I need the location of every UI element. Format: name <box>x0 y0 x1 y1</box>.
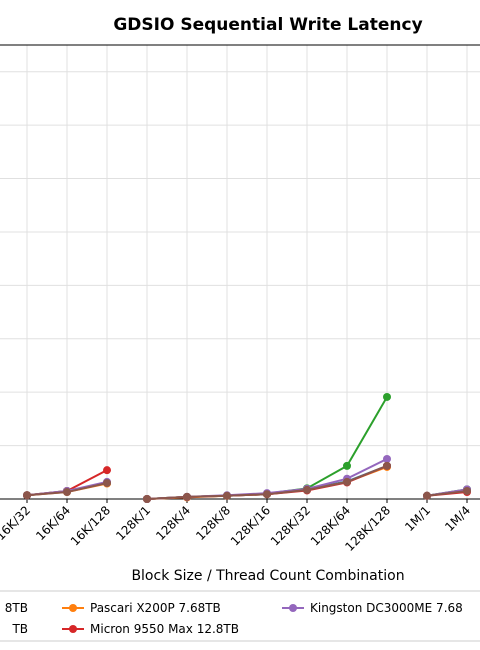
legend-label: Micron 9550 Max 12.8TB <box>90 622 239 636</box>
legend-marker <box>69 625 77 633</box>
chart-title: GDSIO Sequential Write Latency <box>113 15 422 35</box>
x-tick-label: 128K/8 <box>193 503 233 543</box>
x-tick-label: 128K/32 <box>268 503 313 548</box>
data-point <box>383 392 391 401</box>
data-point <box>383 461 391 470</box>
legend-label: 8TB <box>5 601 28 615</box>
x-tick-label: 16K/64 <box>33 503 73 543</box>
series-line <box>426 489 468 497</box>
data-point <box>303 485 311 494</box>
x-axis-label: Block Size / Thread Count Combination <box>131 568 404 584</box>
data-point <box>223 491 231 500</box>
legend-label: Pascari X200P 7.68TB <box>90 601 221 615</box>
x-tick-label: 1M/4 <box>442 503 473 534</box>
data-point <box>383 454 391 463</box>
x-tick-label: 128K/1 <box>113 503 153 543</box>
data-point <box>23 491 31 500</box>
legend-label: Kingston DC3000ME 7.68 <box>310 601 463 615</box>
data-point <box>63 488 71 497</box>
data-point <box>103 466 111 475</box>
x-tick-label: 1M/1 <box>402 503 433 534</box>
data-point <box>263 490 271 499</box>
data-point <box>183 492 191 501</box>
data-point <box>143 495 151 503</box>
x-tick-label: 128K/16 <box>228 503 273 548</box>
data-point <box>343 477 351 486</box>
data-point <box>343 461 351 470</box>
x-tick-label: 128K/4 <box>153 503 193 543</box>
legend-marker <box>289 604 297 612</box>
x-tick-label: 16K/128 <box>68 503 113 548</box>
data-point <box>463 486 471 495</box>
legend-box <box>0 590 480 642</box>
x-tick-label: 16K/32 <box>0 503 33 543</box>
legend-label: TB <box>11 622 28 636</box>
data-point <box>423 491 431 500</box>
data-point <box>103 478 111 487</box>
legend-marker <box>69 604 77 612</box>
